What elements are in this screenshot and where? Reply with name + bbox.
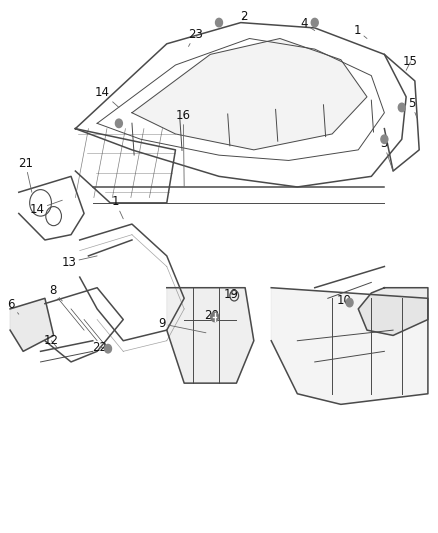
Text: 19: 19 [224,288,239,301]
Polygon shape [10,298,53,351]
Text: 10: 10 [337,294,352,308]
Text: 20: 20 [204,309,219,322]
Circle shape [311,18,318,27]
Polygon shape [358,288,428,335]
Circle shape [346,298,353,307]
Text: 15: 15 [403,55,418,70]
Text: 14: 14 [30,200,62,216]
Text: 4: 4 [300,17,315,30]
Text: 9: 9 [158,317,206,333]
Text: 16: 16 [176,109,191,187]
Text: 8: 8 [49,284,62,301]
Text: 1: 1 [353,24,367,38]
Text: 21: 21 [18,157,33,192]
Text: 23: 23 [187,28,202,46]
Polygon shape [167,288,254,383]
Text: 5: 5 [408,96,417,118]
Circle shape [215,18,223,27]
Circle shape [398,103,405,112]
Circle shape [105,344,112,353]
Text: 13: 13 [61,256,97,269]
Text: 2: 2 [240,10,248,23]
Text: 1: 1 [112,195,123,219]
Circle shape [381,135,388,143]
Circle shape [116,119,122,127]
Polygon shape [271,288,428,405]
Text: 14: 14 [95,86,119,108]
Text: 12: 12 [44,334,59,349]
Circle shape [211,312,219,321]
Text: 6: 6 [7,298,19,314]
Polygon shape [132,38,367,150]
Text: 22: 22 [92,341,107,353]
Text: 3: 3 [380,137,393,171]
